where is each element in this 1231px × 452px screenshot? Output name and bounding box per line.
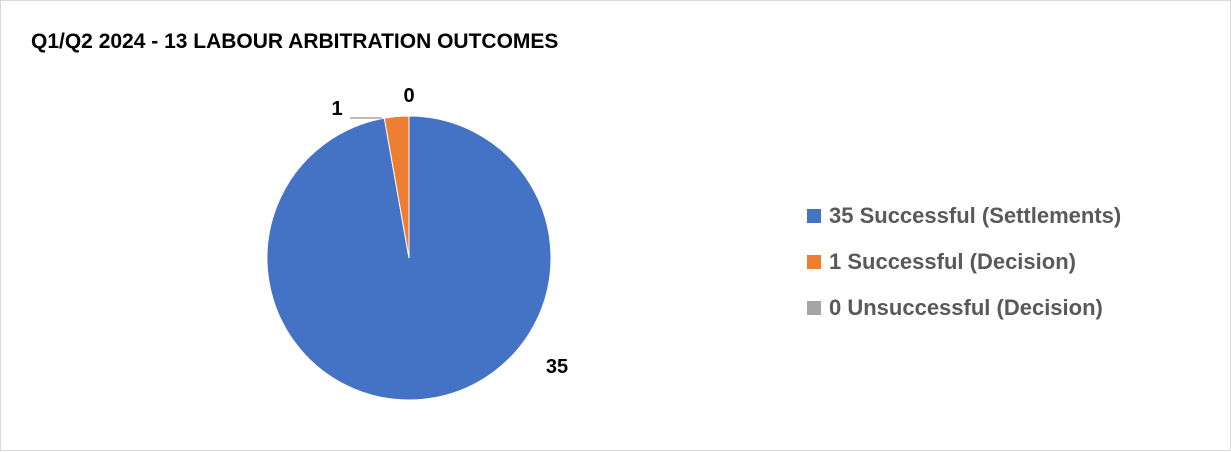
legend-label: 0 Unsuccessful (Decision) <box>829 295 1103 320</box>
data-label: 0 <box>403 85 414 107</box>
legend-item-settlements: 35 Successful (Settlements) <box>807 193 1121 239</box>
pie-slices <box>266 115 552 401</box>
legend-item-decision-unsuccessful: 0 Unsuccessful (Decision) <box>807 285 1121 331</box>
legend: 35 Successful (Settlements) 1 Successful… <box>807 193 1121 331</box>
data-labels: 35 1 0 <box>331 85 568 378</box>
data-label: 35 <box>546 356 568 378</box>
legend-swatch <box>807 255 821 269</box>
legend-item-decision-successful: 1 Successful (Decision) <box>807 239 1121 285</box>
legend-label: 35 Successful (Settlements) <box>829 203 1122 228</box>
legend-label: 1 Successful (Decision) <box>829 249 1076 274</box>
legend-swatch <box>807 209 821 223</box>
data-label: 1 <box>331 98 342 120</box>
chart-title: Q1/Q2 2024 - 13 LABOUR ARBITRATION OUTCO… <box>31 30 559 53</box>
legend-swatch <box>807 301 821 315</box>
